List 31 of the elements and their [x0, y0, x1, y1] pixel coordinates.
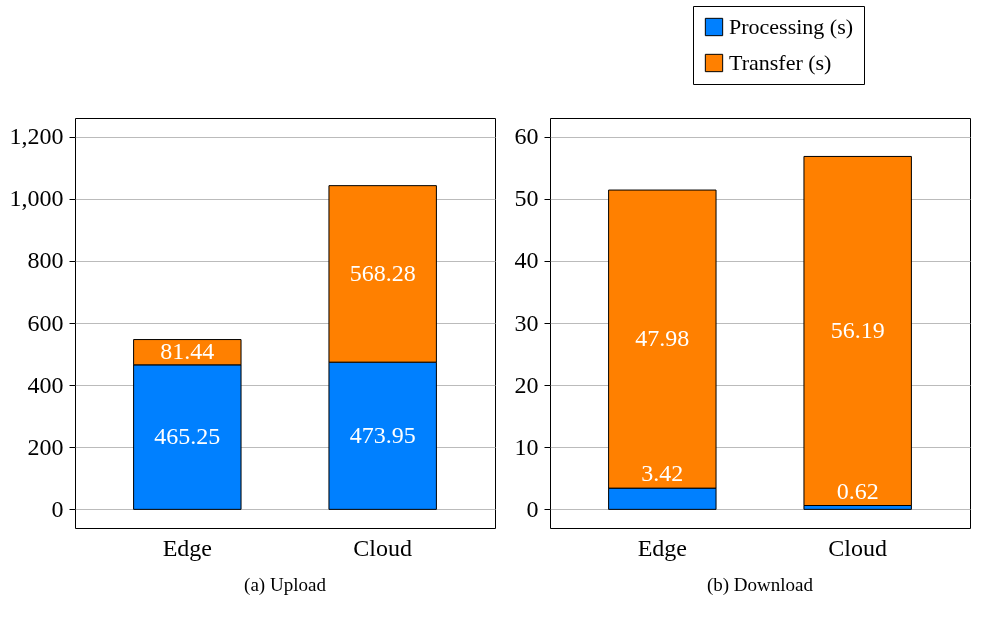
data-label: 3.42 [641, 460, 684, 487]
y-tick-label: 20 [514, 371, 539, 398]
x-tick-label: Edge [162, 534, 212, 561]
data-label: 47.98 [635, 325, 690, 352]
text: (a) Upload [244, 574, 327, 596]
y-tick-label: 50 [514, 185, 539, 212]
x-tick-label: Cloud [353, 534, 413, 561]
data-label: 568.28 [349, 259, 416, 286]
data-label: 0.62 [836, 477, 879, 504]
text: (b) Download [706, 574, 814, 596]
legend-label: Processing (s) [729, 14, 854, 39]
x-tick-label: Cloud [828, 534, 888, 561]
y-tick-label: 30 [514, 309, 539, 336]
y-tick-label: 800 [27, 247, 64, 274]
y-tick-label: 400 [27, 371, 64, 398]
data-label: 465.25 [154, 423, 221, 450]
y-tick-label: 0 [526, 495, 539, 522]
data-label: 56.19 [830, 316, 885, 343]
y-tick-label: 600 [27, 309, 64, 336]
y-tick-label: 60 [514, 123, 539, 150]
y-tick-label: 200 [27, 433, 64, 460]
y-tick-label: 10 [514, 433, 539, 460]
bar [803, 155, 912, 507]
x-tick-label: Edge [637, 534, 687, 561]
legend-label: Transfer (s) [729, 50, 832, 75]
data-label: 81.44 [160, 338, 215, 365]
data-label: 473.95 [349, 421, 416, 448]
y-tick-label: 1,000 [9, 185, 64, 212]
y-tick-label: 0 [51, 495, 64, 522]
y-tick-label: 40 [514, 247, 539, 274]
y-tick-label: 1,200 [9, 123, 64, 150]
